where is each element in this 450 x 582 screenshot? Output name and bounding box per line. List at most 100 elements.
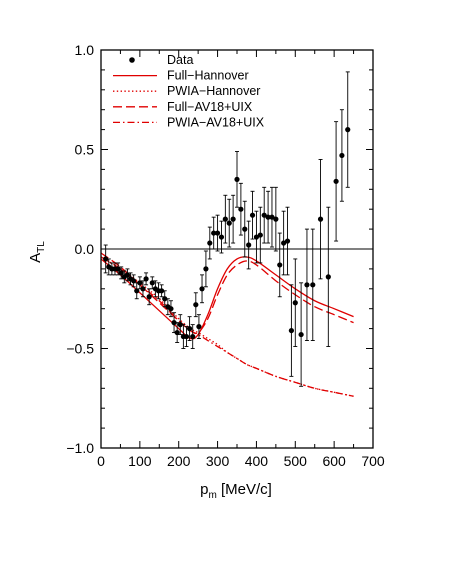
series-line: [101, 252, 354, 335]
data-point: [168, 300, 174, 318]
data-point: [281, 210, 287, 276]
data-marker: [199, 286, 205, 292]
data-point: [261, 186, 267, 244]
data-marker: [186, 326, 193, 332]
x-tick-label: 300: [206, 453, 230, 469]
data-marker: [284, 238, 291, 244]
data-marker: [140, 286, 146, 292]
data-point: [246, 220, 252, 270]
data-marker: [222, 216, 228, 222]
data-marker: [277, 262, 283, 268]
data-marker: [149, 280, 155, 286]
data-point: [284, 206, 291, 276]
data-point: [143, 272, 149, 286]
data-marker: [118, 270, 124, 276]
data-point: [103, 244, 109, 274]
x-axis-label-units: [MeV/c]: [217, 481, 272, 498]
data-marker: [131, 278, 137, 284]
x-tick-label: 0: [97, 453, 105, 469]
data-marker: [325, 274, 331, 280]
data-marker: [207, 240, 213, 246]
data-point: [238, 182, 244, 236]
data-marker: [265, 214, 271, 220]
data-marker: [159, 288, 165, 294]
data-point: [277, 232, 283, 298]
x-tick-label: 400: [245, 453, 269, 469]
model-curves: [101, 252, 354, 397]
data-point: [273, 186, 279, 252]
y-tick-label: −1.0: [66, 440, 94, 456]
x-tick-label: 500: [284, 453, 308, 469]
legend-label: PWIA−AV18+UIX: [167, 115, 265, 129]
x-tick-label: 200: [167, 453, 191, 469]
x-tick-label: 600: [322, 453, 346, 469]
data-point: [339, 109, 345, 202]
data-marker: [261, 212, 267, 218]
data-marker: [103, 256, 109, 262]
data-point: [140, 280, 146, 298]
y-tick-label: 0.5: [75, 142, 95, 158]
series-line: [101, 256, 354, 397]
data-point: [199, 274, 205, 304]
y-axis-label: ATL: [27, 241, 47, 263]
data-point: [203, 250, 209, 288]
data-point: [214, 214, 221, 252]
data-point: [177, 314, 183, 336]
legend-label: PWIA−Hannover: [167, 84, 260, 98]
y-axis-label-main: A: [27, 253, 44, 263]
legend-entry: Data: [129, 53, 193, 67]
x-axis-label: pm [MeV/c]: [200, 481, 272, 501]
data-marker: [214, 230, 221, 236]
series-line: [101, 256, 354, 340]
axis-ticks: 0 100 200 300 400 500 600 700 −1.0 −0.5 0.0 0.5 1.0: [66, 42, 385, 469]
data-point: [131, 274, 137, 288]
data-marker: [168, 306, 174, 312]
data-marker: [317, 216, 324, 222]
data-point: [292, 258, 298, 347]
data-point: [222, 194, 228, 244]
data-point: [304, 228, 310, 341]
data-point: [242, 200, 248, 258]
data-point: [186, 316, 193, 341]
data-marker: [183, 333, 190, 340]
data-point: [183, 326, 190, 347]
legend-entry: Full−Hannover: [113, 69, 249, 83]
data-point: [345, 71, 351, 188]
legend-entry: PWIA−AV18+UIX: [113, 115, 265, 129]
x-tick-label: 700: [361, 453, 385, 469]
data-point: [249, 190, 256, 240]
data-marker: [234, 176, 240, 182]
data-marker: [226, 220, 232, 226]
data-marker: [288, 327, 294, 334]
data-marker: [345, 127, 351, 133]
legend-entry: PWIA−Hannover: [113, 84, 260, 98]
y-tick-label: 1.0: [75, 42, 95, 58]
data-point: [124, 268, 131, 282]
data-marker: [253, 234, 260, 240]
data-point: [269, 186, 275, 248]
data-marker: [230, 216, 236, 222]
data-marker: [298, 331, 304, 338]
data-point: [265, 190, 271, 244]
data-marker: [190, 333, 196, 340]
data-marker: [137, 280, 143, 286]
data-point: [190, 324, 196, 349]
legend-label: Full−Hannover: [167, 69, 249, 83]
data-marker: [146, 294, 152, 300]
data-point: [226, 198, 232, 248]
data-marker: [242, 226, 248, 232]
data-point: [211, 216, 217, 250]
data-point: [174, 322, 180, 343]
data-point: [317, 158, 324, 280]
data-point: [333, 121, 339, 242]
y-axis-label-subscript: TL: [36, 241, 47, 253]
data-point: [118, 266, 124, 280]
data-point: [288, 284, 294, 377]
data-marker: [134, 288, 140, 294]
series-line: [101, 256, 354, 397]
data-point: [218, 220, 225, 254]
data-point: [310, 228, 316, 341]
data-marker: [171, 320, 177, 326]
